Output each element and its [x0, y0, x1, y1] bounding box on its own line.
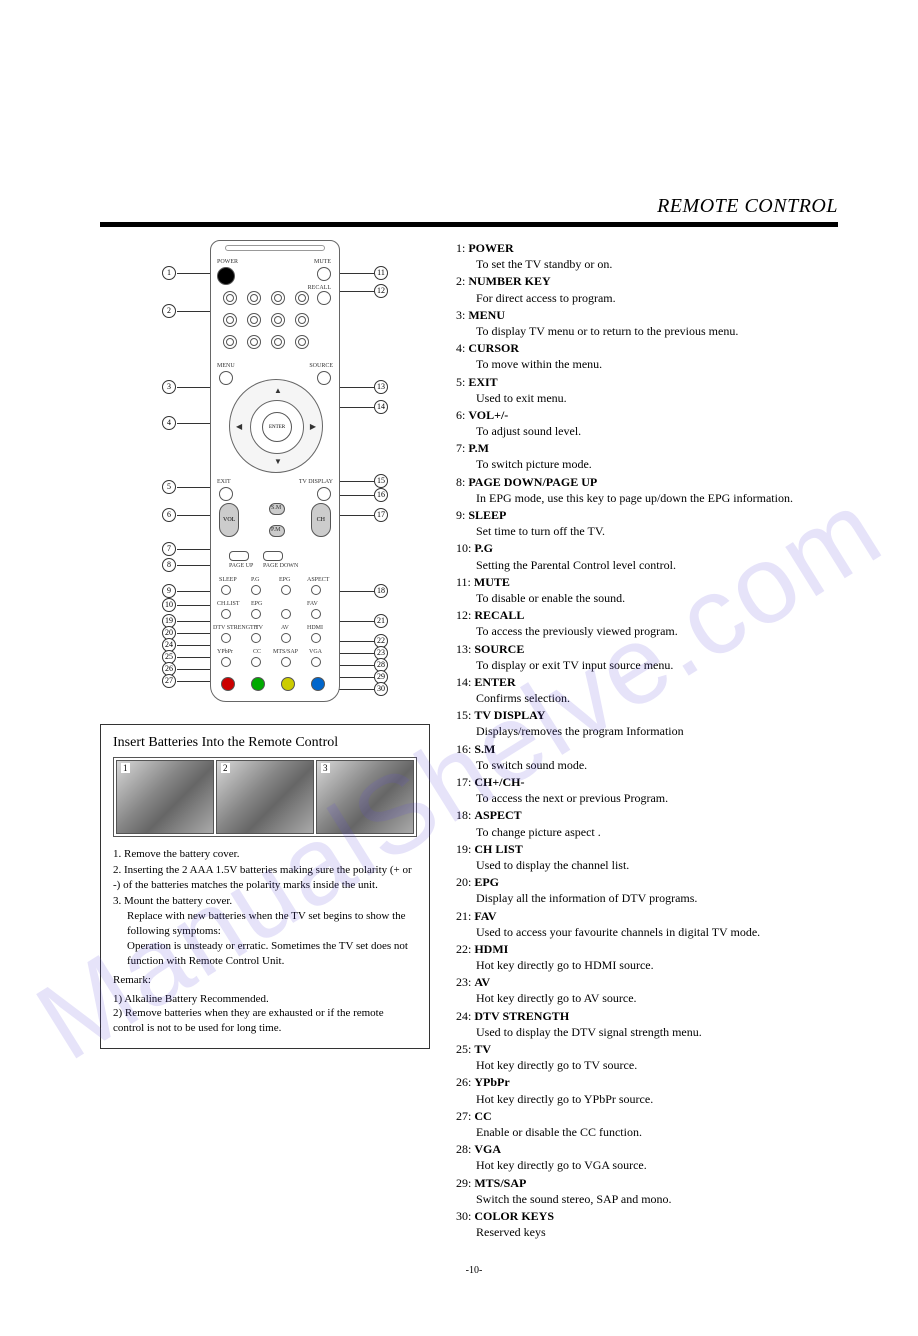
key-item: 16: S.MTo switch sound mode.	[456, 741, 848, 773]
mute-btn-icon	[317, 267, 331, 281]
key-item: 10: P.GSetting the Parental Control leve…	[456, 540, 848, 572]
callout-30: 30	[374, 682, 388, 696]
page-number: -10-	[100, 1265, 848, 1276]
header-title: REMOTE CONTROL	[657, 195, 838, 218]
key-item: 4: CURSORTo move within the menu.	[456, 340, 848, 372]
key-item: 20: EPGDisplay all the information of DT…	[456, 874, 848, 906]
key-item: 5: EXITUsed to exit menu.	[456, 374, 848, 406]
key-item: 1: POWERTo set the TV standby or on.	[456, 240, 848, 272]
callout-15: 15	[374, 474, 388, 488]
callout-7: 7	[162, 542, 176, 556]
callout-6: 6	[162, 508, 176, 522]
battery-image: 3	[316, 760, 414, 834]
battery-step: 1. Remove the battery cover.	[113, 847, 417, 862]
key-descriptions: 1: POWERTo set the TV standby or on.2: N…	[456, 240, 848, 1241]
callout-14: 14	[374, 400, 388, 414]
callout-18: 18	[374, 584, 388, 598]
callout-11: 11	[374, 266, 388, 280]
callout-9: 9	[162, 584, 176, 598]
battery-text: 1. Remove the battery cover. 2. Insertin…	[113, 847, 417, 1036]
power-btn-icon	[217, 267, 235, 285]
battery-images: 1 2 3	[113, 757, 417, 837]
menu-btn-icon	[219, 371, 233, 385]
battery-image: 1	[116, 760, 214, 834]
callout-1: 1	[162, 266, 176, 280]
key-item: 22: HDMIHot key directly go to HDMI sour…	[456, 941, 848, 973]
key-item: 26: YPbPrHot key directly go to YPbPr so…	[456, 1074, 848, 1106]
battery-instructions: Insert Batteries Into the Remote Control…	[100, 724, 430, 1049]
key-item: 2: NUMBER KEYFor direct access to progra…	[456, 273, 848, 305]
key-item: 6: VOL+/-To adjust sound level.	[456, 407, 848, 439]
callout-5: 5	[162, 480, 176, 494]
key-item: 11: MUTETo disable or enable the sound.	[456, 574, 848, 606]
source-btn-icon	[317, 371, 331, 385]
key-item: 21: FAVUsed to access your favourite cha…	[456, 908, 848, 940]
key-item: 28: VGAHot key directly go to VGA source…	[456, 1141, 848, 1173]
key-item: 18: ASPECTTo change picture aspect .	[456, 807, 848, 839]
battery-step: 3. Mount the battery cover.	[113, 894, 417, 909]
left-column: 1 2 3 4 5 6 7 8 9 10 19	[100, 240, 430, 1241]
key-item: 8: PAGE DOWN/PAGE UPIn EPG mode, use thi…	[456, 474, 848, 506]
key-item: 24: DTV STRENGTHUsed to display the DTV …	[456, 1008, 848, 1040]
callout-27: 27	[162, 674, 176, 688]
callout-16: 16	[374, 488, 388, 502]
key-item: 25: TVHot key directly go to TV source.	[456, 1041, 848, 1073]
callout-12: 12	[374, 284, 388, 298]
content: 1 2 3 4 5 6 7 8 9 10 19	[100, 240, 848, 1241]
callout-8: 8	[162, 558, 176, 572]
remote-diagram: 1 2 3 4 5 6 7 8 9 10 19	[100, 240, 430, 710]
key-item: 13: SOURCETo display or exit TV input so…	[456, 641, 848, 673]
dpad-icon: ENTER ▲ ▼ ◀ ▶	[229, 379, 323, 473]
key-item: 3: MENUTo display TV menu or to return t…	[456, 307, 848, 339]
key-item: 17: CH+/CH-To access the next or previou…	[456, 774, 848, 806]
callout-2: 2	[162, 304, 176, 318]
key-item: 30: COLOR KEYSReserved keys	[456, 1208, 848, 1240]
battery-title: Insert Batteries Into the Remote Control	[113, 735, 417, 751]
callout-21: 21	[374, 614, 388, 628]
battery-image: 2	[216, 760, 314, 834]
callout-13: 13	[374, 380, 388, 394]
callout-10: 10	[162, 598, 176, 612]
callout-4: 4	[162, 416, 176, 430]
key-item: 29: MTS/SAPSwitch the sound stereo, SAP …	[456, 1175, 848, 1207]
remote-body: POWER MUTE RECALL	[210, 240, 340, 702]
key-item: 15: TV DISPLAYDisplays/removes the progr…	[456, 707, 848, 739]
battery-step: 2. Inserting the 2 AAA 1.5V batteries ma…	[113, 863, 417, 893]
callout-3: 3	[162, 380, 176, 394]
key-item: 14: ENTERConfirms selection.	[456, 674, 848, 706]
key-item: 7: P.MTo switch picture mode.	[456, 440, 848, 472]
key-item: 12: RECALLTo access the previously viewe…	[456, 607, 848, 639]
header-rule	[100, 222, 838, 227]
key-item: 23: AVHot key directly go to AV source.	[456, 974, 848, 1006]
page: REMOTE CONTROL ManualShelve.com 1 2 3 4 …	[0, 0, 918, 1336]
recall-btn-icon	[317, 291, 331, 305]
key-item: 9: SLEEPSet time to turn off the TV.	[456, 507, 848, 539]
key-item: 19: CH LISTUsed to display the channel l…	[456, 841, 848, 873]
callout-17: 17	[374, 508, 388, 522]
key-item: 27: CCEnable or disable the CC function.	[456, 1108, 848, 1140]
